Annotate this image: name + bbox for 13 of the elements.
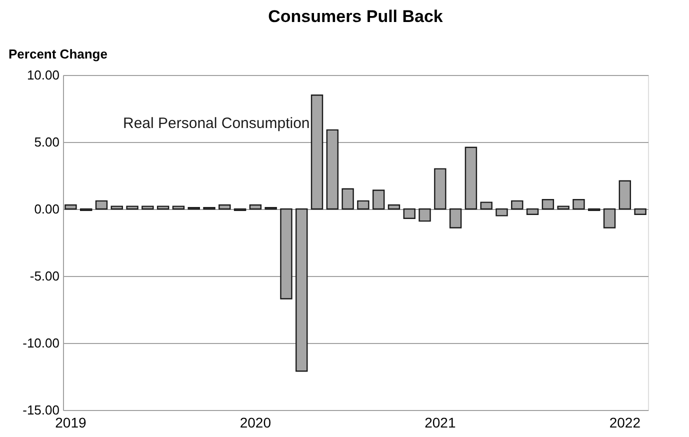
y-tick-label: 10.00: [26, 68, 60, 82]
y-axis-title: Percent Change: [8, 46, 108, 62]
y-tick-label: 5.00: [34, 134, 60, 150]
x-tick-label: 2019: [55, 414, 86, 430]
x-tick-label: 2022: [609, 414, 641, 430]
y-tick-label: 0.00: [34, 202, 60, 216]
annotation: Real Personal Consumption: [123, 115, 310, 132]
chart-title: Consumers Pull Back: [268, 7, 444, 26]
y-tick-label: -10.00: [22, 336, 60, 350]
x-tick-label: 2020: [240, 414, 272, 430]
x-tick-label: 2021: [424, 414, 456, 430]
y-tick-label: -5.00: [30, 268, 60, 284]
y-tick-label: -15.00: [22, 402, 60, 418]
